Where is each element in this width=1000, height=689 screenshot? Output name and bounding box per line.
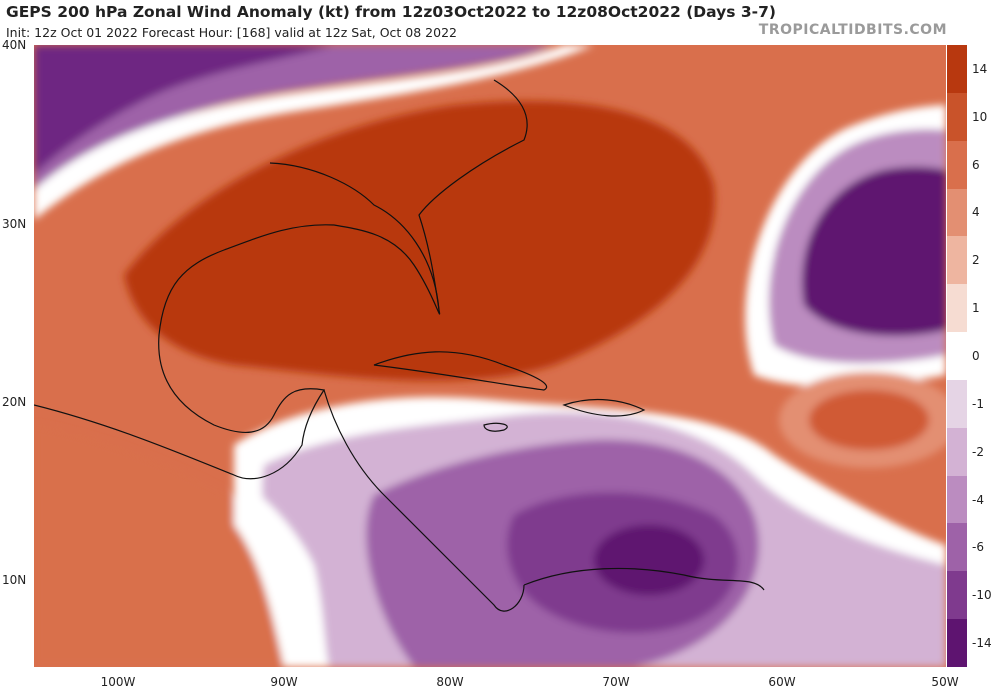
central-america-coast bbox=[323, 389, 525, 612]
lon-label-50w: 50W bbox=[931, 675, 959, 689]
lat-label-30n: 30N bbox=[2, 217, 27, 231]
north-strong-negative bbox=[34, 45, 334, 175]
jamaica-outline bbox=[483, 422, 508, 432]
east-coast bbox=[418, 79, 528, 311]
colorbar bbox=[947, 45, 967, 668]
colorbar-label: 0 bbox=[972, 349, 980, 363]
gulf-strong-positive bbox=[124, 100, 715, 381]
colorbar-label: -14 bbox=[972, 636, 992, 651]
coastlines bbox=[34, 79, 765, 612]
cuba-outline bbox=[373, 351, 548, 391]
wind-anomaly-map bbox=[34, 45, 946, 667]
lat-label-20n: 20N bbox=[2, 395, 27, 409]
colorbar-label: -10 bbox=[972, 588, 992, 603]
colorbar-segment bbox=[947, 379, 967, 429]
south-america-coast bbox=[523, 567, 765, 591]
map-canvas bbox=[34, 45, 946, 667]
map-title: GEPS 200 hPa Zonal Wind Anomaly (kt) fro… bbox=[6, 3, 776, 21]
lon-label-100w: 100W bbox=[100, 675, 136, 689]
colorbar-label: -4 bbox=[972, 492, 984, 507]
lon-label-80w: 80W bbox=[436, 675, 464, 689]
colorbar-segment bbox=[947, 140, 967, 190]
colorbar-segment bbox=[947, 475, 967, 524]
colorbar-label: -1 bbox=[972, 396, 984, 411]
colorbar-segment bbox=[947, 619, 967, 668]
lon-label-90w: 90W bbox=[270, 675, 298, 689]
hispaniola-outline bbox=[562, 398, 646, 417]
colorbar-segment bbox=[947, 332, 967, 381]
colorbar-label: -2 bbox=[972, 444, 984, 459]
caribbean-strong-negative bbox=[594, 525, 704, 595]
colorbar-segment bbox=[947, 284, 967, 333]
colorbar-label: 10 bbox=[972, 109, 988, 124]
pacific-boundary bbox=[234, 475, 329, 667]
colorbar-label: 14 bbox=[972, 61, 988, 76]
colorbar-label: 6 bbox=[972, 157, 980, 172]
jet-boundary-north bbox=[34, 45, 594, 220]
brand-watermark: TROPICALTIDBITS.COM bbox=[758, 22, 947, 38]
colorbar-segment bbox=[947, 188, 967, 237]
colorbar-segment bbox=[947, 45, 967, 94]
colorbar-label: 2 bbox=[972, 253, 980, 268]
east-positive-core bbox=[809, 390, 929, 450]
colorbar-segment bbox=[947, 523, 967, 572]
colorbar-segment bbox=[947, 92, 967, 142]
pacific-positive bbox=[34, 425, 294, 667]
lon-label-60w: 60W bbox=[768, 675, 796, 689]
colorbar-label: 1 bbox=[972, 301, 980, 316]
map-subtitle: Init: 12z Oct 01 2022 Forecast Hour: [16… bbox=[6, 25, 457, 40]
colorbar-label: 4 bbox=[972, 205, 980, 220]
colorbar-segment bbox=[947, 236, 967, 285]
colorbar-label: -6 bbox=[972, 540, 984, 555]
lat-label-40n: 40N bbox=[2, 38, 27, 52]
colorbar-segment bbox=[947, 571, 967, 620]
lon-label-70w: 70W bbox=[602, 675, 630, 689]
lat-label-10n: 10N bbox=[2, 573, 27, 587]
atlantic-strong-negative bbox=[802, 166, 946, 336]
colorbar-segment bbox=[947, 427, 967, 477]
